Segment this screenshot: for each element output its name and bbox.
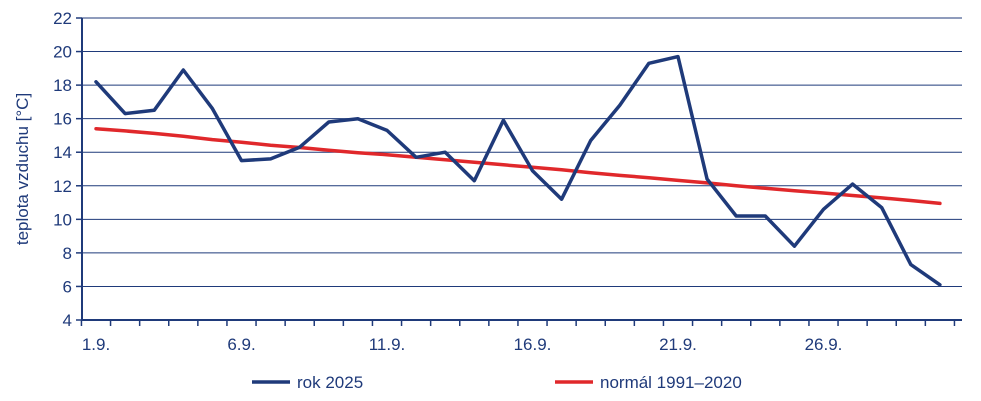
y-tick-label: 18	[53, 76, 72, 95]
y-tick-label: 10	[53, 210, 72, 229]
y-tick-label: 20	[53, 43, 72, 62]
y-axis-title: teplota vzduchu [°C]	[13, 93, 32, 245]
legend-label: rok 2025	[297, 373, 363, 392]
legend: rok 2025 normál 1991–2020	[252, 373, 742, 392]
x-tick-label: 6.9.	[227, 335, 255, 354]
y-tick-label: 4	[63, 311, 72, 330]
y-tick-label: 12	[53, 177, 72, 196]
y-tick-label: 22	[53, 9, 72, 28]
series-line-rok-2025	[94, 54, 942, 287]
y-tick-label: 14	[53, 143, 72, 162]
x-tick-label: 21.9.	[659, 335, 697, 354]
y-axis-ticks: 4 6 8 10 12 14 16 18 20 22	[53, 9, 82, 330]
x-tick-label: 26.9.	[805, 335, 843, 354]
x-tick-label: 11.9.	[369, 335, 406, 354]
legend-label: normál 1991–2020	[600, 373, 742, 392]
x-tick-label: 1.9.	[82, 335, 110, 354]
x-axis-ticks: 1.9. 6.9. 11.9. 16.9. 21.9. 26.9.	[80, 320, 956, 354]
y-tick-label: 16	[53, 110, 72, 129]
y-tick-label: 8	[63, 244, 72, 263]
series-group	[94, 54, 942, 287]
x-tick-label: 16.9.	[514, 335, 552, 354]
series-line-normal	[94, 126, 942, 206]
y-tick-label: 6	[63, 277, 72, 296]
